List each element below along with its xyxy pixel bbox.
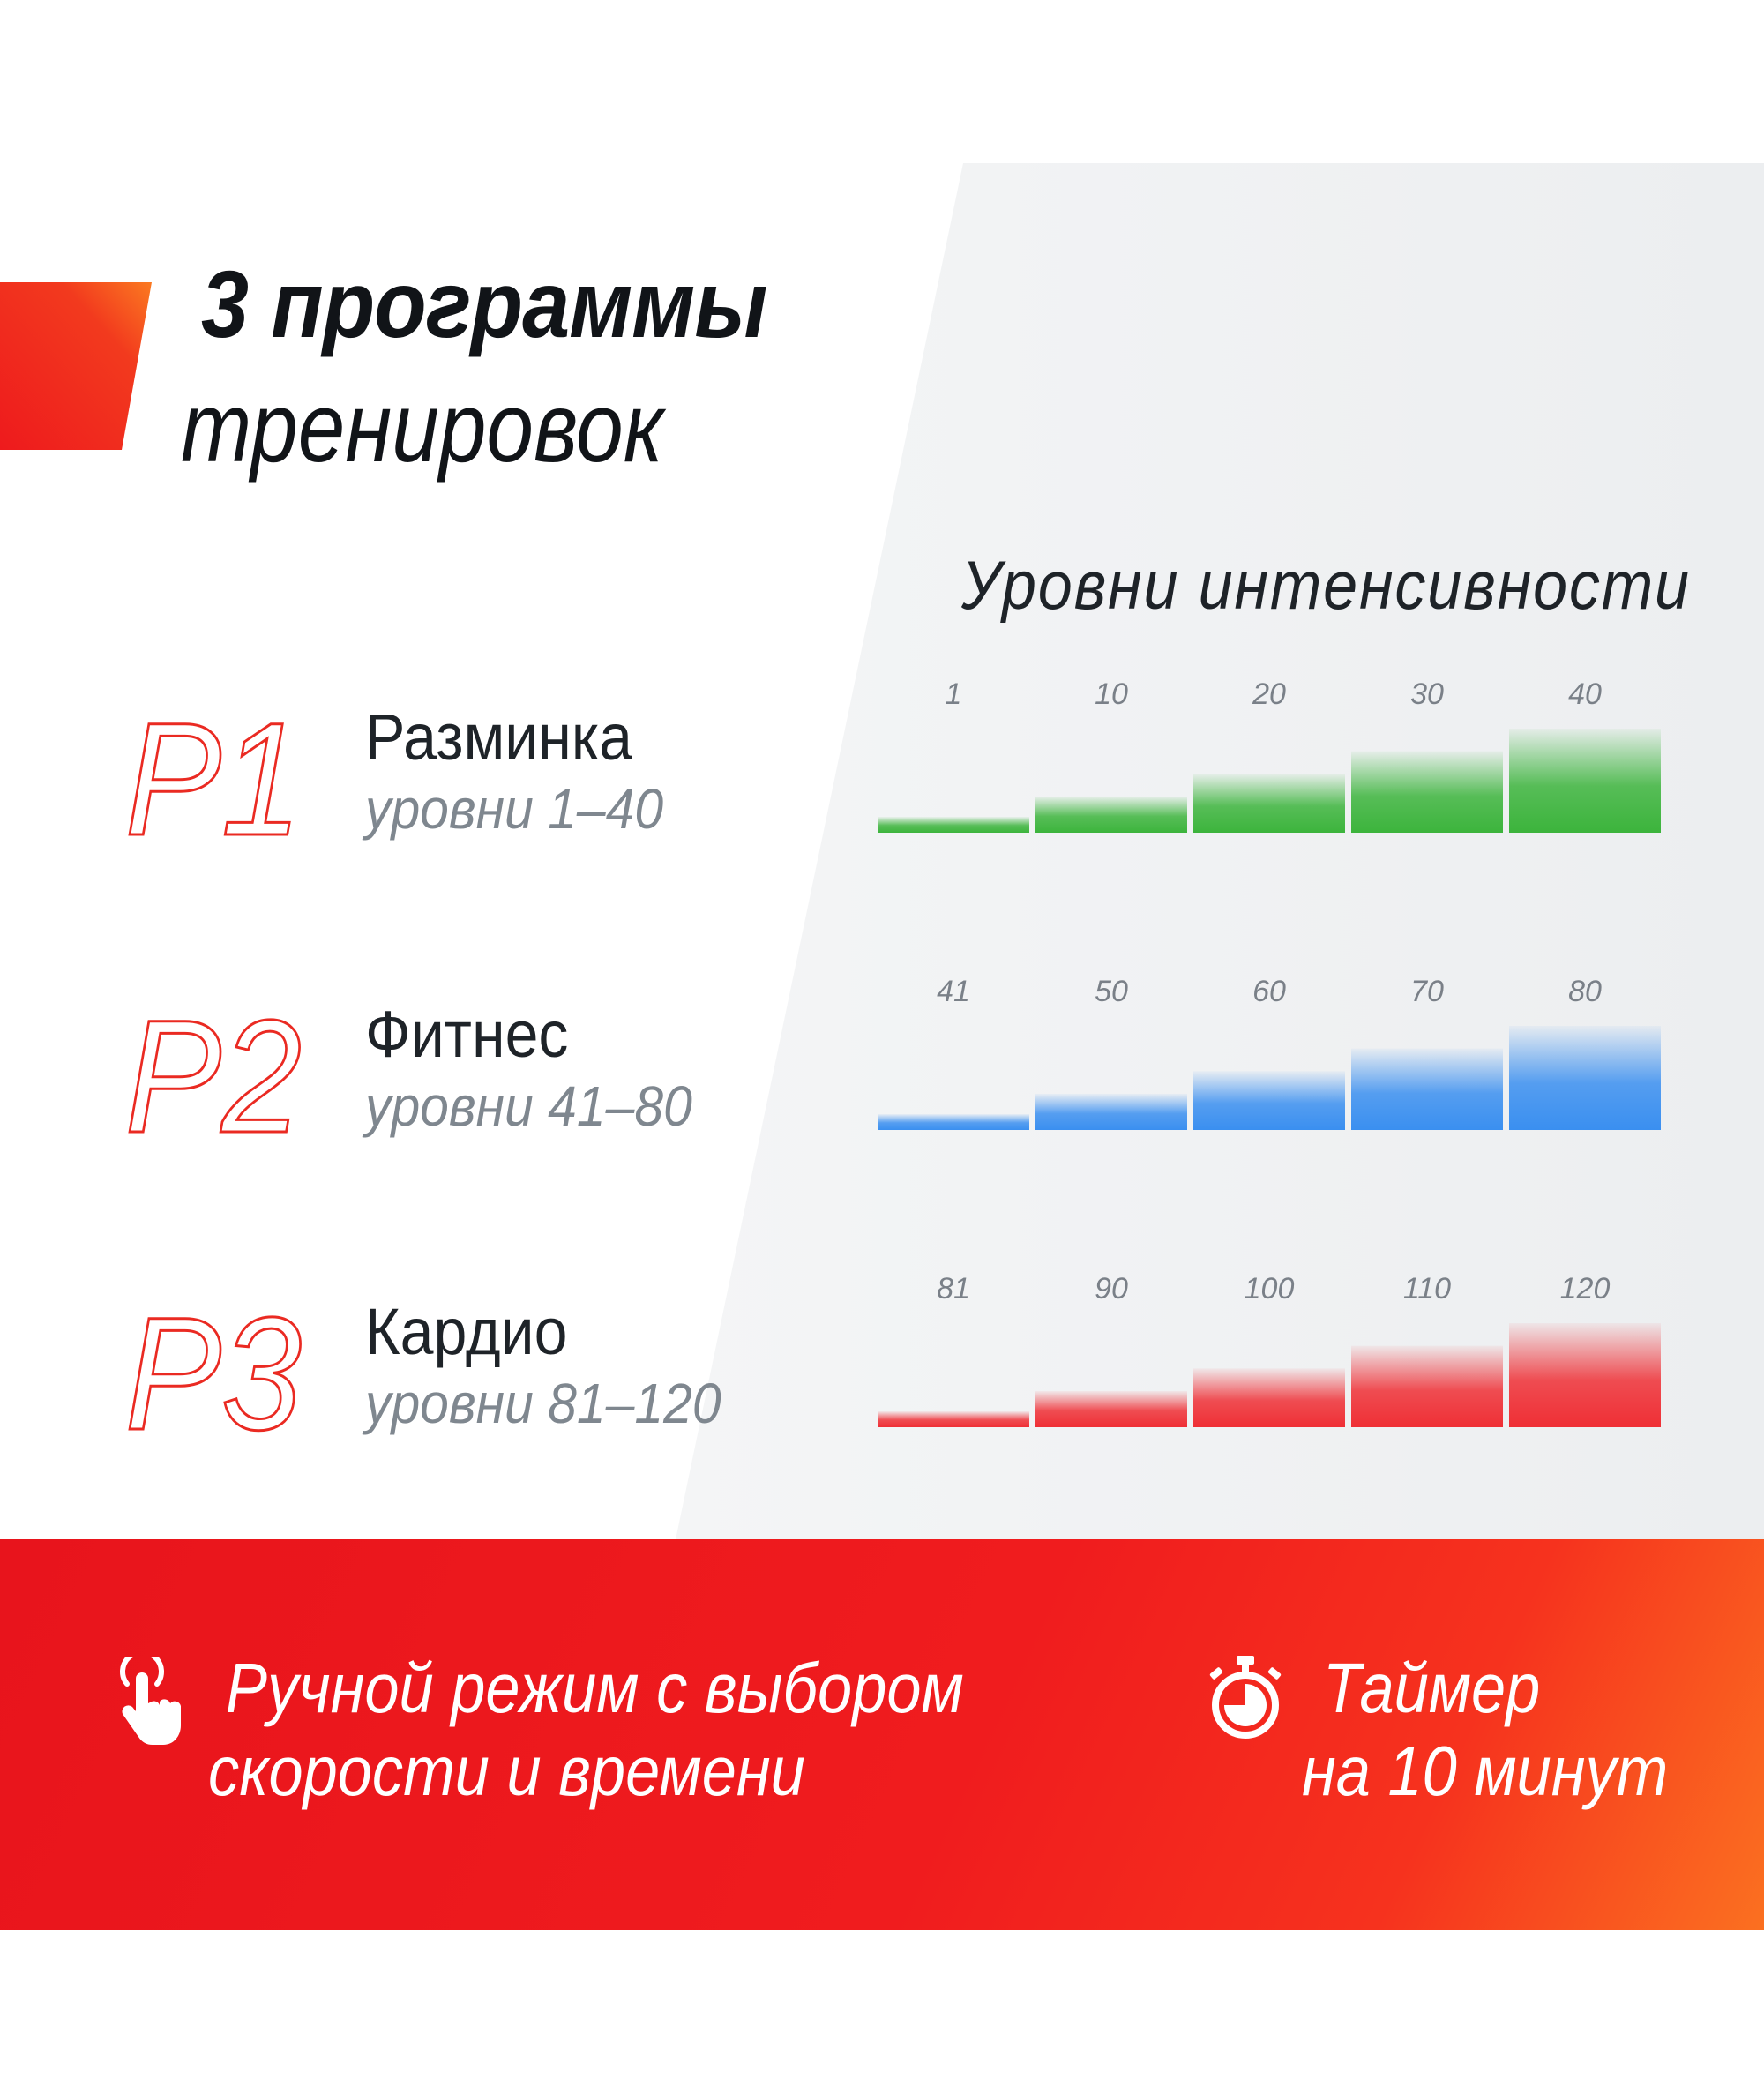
feature-timer-line1: Таймер [1323,1649,1541,1727]
level-bar [1509,1026,1661,1130]
program-name-p1: Разминка [365,700,633,774]
level-tick-label: 30 [1410,677,1444,711]
level-chart-p3: 81 90 100 110 120 [878,1272,1661,1427]
level-tick-label: 90 [1095,1272,1128,1306]
level-bar [1193,774,1345,833]
features-band: Ручной режим с выбором скорости и времен… [0,1539,1764,1930]
level-tick-label: 20 [1252,677,1286,711]
program-name-p2: Фитнес [365,998,569,1071]
level-bar [878,1114,1029,1130]
level-chart-p2: 41 50 60 70 80 [878,975,1661,1130]
program-levels-p2: уровни 41–80 [365,1074,692,1138]
level-tick-label: 110 [1403,1272,1451,1306]
level-bar [878,1411,1029,1427]
background-panel [675,163,1764,1544]
feature-manual-line2: скорости и времени [208,1732,805,1810]
level-bar [1193,1071,1345,1130]
level-bar [1351,1048,1503,1130]
program-code-text: P2 [125,1003,302,1144]
feature-manual-line1: Ручной режим с выбором [226,1649,964,1727]
level-bar [1509,729,1661,833]
stopwatch-icon [1209,1656,1282,1739]
level-bar [1035,1390,1187,1427]
level-tick-label: 81 [937,1272,970,1306]
level-tick-label: 60 [1252,975,1286,1008]
program-name-p3: Кардио [365,1295,568,1368]
level-tick-label: 1 [946,677,962,711]
program-code-p3: P3 [124,1300,303,1441]
hand-touch-icon [120,1657,181,1745]
level-chart-p1: 1 10 20 30 40 [878,677,1661,833]
accent-parallelogram [0,282,152,450]
level-bar [1035,1093,1187,1130]
level-tick-label: 50 [1095,975,1128,1008]
program-code-p2: P2 [124,1003,303,1144]
program-levels-p3: уровни 81–120 [365,1372,721,1435]
intensity-heading: Уровни интенсивности [961,546,1691,624]
feature-timer-line2: на 10 минут [1302,1732,1669,1810]
level-tick-label: 80 [1568,975,1602,1008]
level-bar [1193,1368,1345,1427]
level-bar [1509,1323,1661,1427]
level-tick-label: 40 [1568,677,1602,711]
level-bar [1035,796,1187,833]
level-bar [1351,751,1503,833]
level-tick-label: 100 [1245,1272,1295,1306]
program-code-text: P3 [125,1300,302,1441]
level-bar [878,817,1029,833]
level-tick-label: 10 [1095,677,1128,711]
level-tick-label: 70 [1410,975,1444,1008]
page-title-line2: тренировок [181,372,664,483]
program-levels-p1: уровни 1–40 [365,777,664,841]
program-code-text: P1 [125,706,302,847]
level-bar [1351,1345,1503,1427]
level-tick-label: 120 [1560,1272,1611,1306]
page-title-line1: 3 программы [201,251,767,357]
program-code-p1: P1 [124,706,303,847]
level-tick-label: 41 [937,975,970,1008]
